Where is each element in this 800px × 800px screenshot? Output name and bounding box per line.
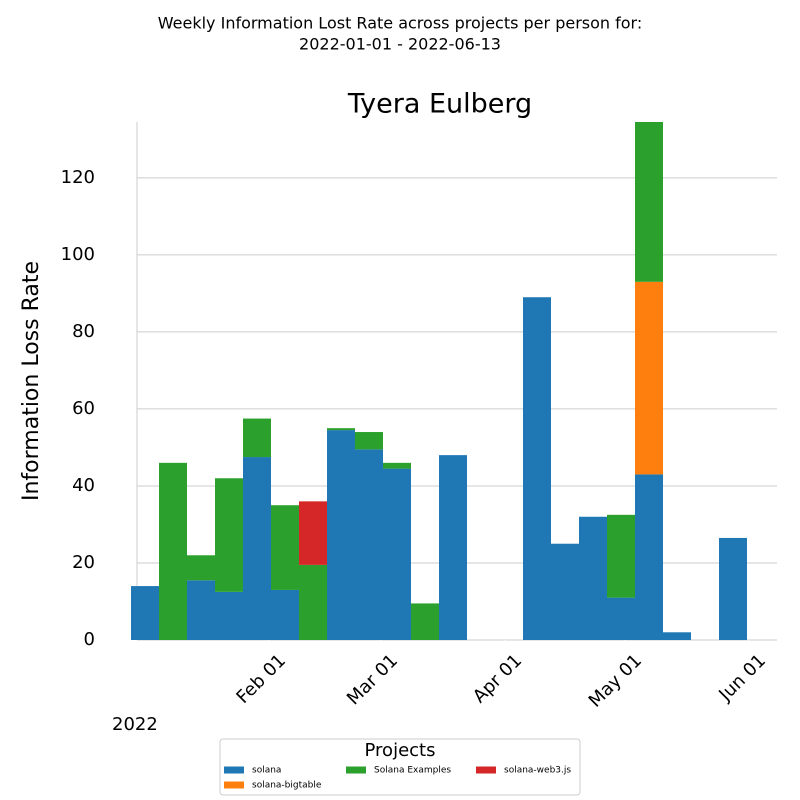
bar-segment [523, 297, 551, 640]
bar-segment [299, 501, 327, 565]
legend-label: Solana Examples [374, 766, 451, 776]
bar-segment [187, 555, 215, 581]
bar-segment [271, 589, 299, 640]
y-tick-label: 20 [72, 552, 95, 573]
suptitle: Weekly Information Lost Rate across proj… [158, 14, 642, 33]
y-tick-label: 80 [72, 321, 95, 342]
legend-label: solana-web3.js [504, 766, 571, 776]
x-tick-label: Feb 01 [232, 650, 290, 708]
legend-swatch [476, 766, 496, 774]
x-offset-label: 2022 [112, 714, 158, 735]
x-tick-label: Jun 01 [714, 650, 770, 706]
bar-segment [383, 462, 411, 469]
x-tick-label: Apr 01 [469, 650, 526, 707]
legend-label: solana [252, 766, 281, 776]
legend: Projects solana solana-bigtable Solana Exa… [219, 738, 581, 796]
bar-segment [551, 543, 579, 640]
bar-segment [607, 514, 635, 598]
bar-segment [327, 430, 355, 640]
legend-label: solana-bigtable [252, 781, 322, 791]
bar-segment [635, 122, 663, 282]
bar-segment [439, 455, 467, 640]
bar-segment [355, 449, 383, 640]
x-tick-label: May 01 [585, 650, 646, 711]
chart-title: Tyera Eulberg [347, 89, 532, 120]
legend-title: Projects [365, 740, 436, 761]
y-tick-label: 0 [84, 629, 95, 650]
y-axis-label: Information Loss Rate [19, 261, 44, 501]
y-tick-label: 40 [72, 475, 95, 496]
bar-segment [607, 597, 635, 640]
legend-swatch [224, 766, 244, 774]
bar-segment [411, 603, 439, 640]
legend-swatch [224, 781, 244, 789]
bar-segment [635, 474, 663, 640]
y-tick-label: 120 [61, 167, 95, 188]
bar-segment [271, 505, 299, 590]
legend-swatch [346, 766, 366, 774]
y-tick-label: 60 [72, 398, 95, 419]
bar-segment [719, 537, 747, 640]
bar-segment [383, 468, 411, 640]
bar-segment [243, 457, 271, 640]
legend-box [219, 738, 581, 796]
y-tick-label: 100 [61, 244, 95, 265]
bar-segment [299, 564, 327, 640]
bar-segment [215, 478, 243, 592]
bar-segment [355, 432, 383, 450]
bar-segment [187, 580, 215, 640]
bar-segment [131, 586, 159, 640]
bar-segment [663, 632, 691, 640]
suptitle: 2022-01-01 - 2022-06-13 [299, 35, 501, 54]
bar-segment [635, 281, 663, 475]
bar-segment [243, 418, 271, 458]
bar-segment [215, 591, 243, 640]
bar-segment [327, 428, 355, 431]
bar-segment [159, 462, 187, 640]
x-tick-label: Mar 01 [343, 650, 402, 709]
bar-segment [579, 516, 607, 640]
